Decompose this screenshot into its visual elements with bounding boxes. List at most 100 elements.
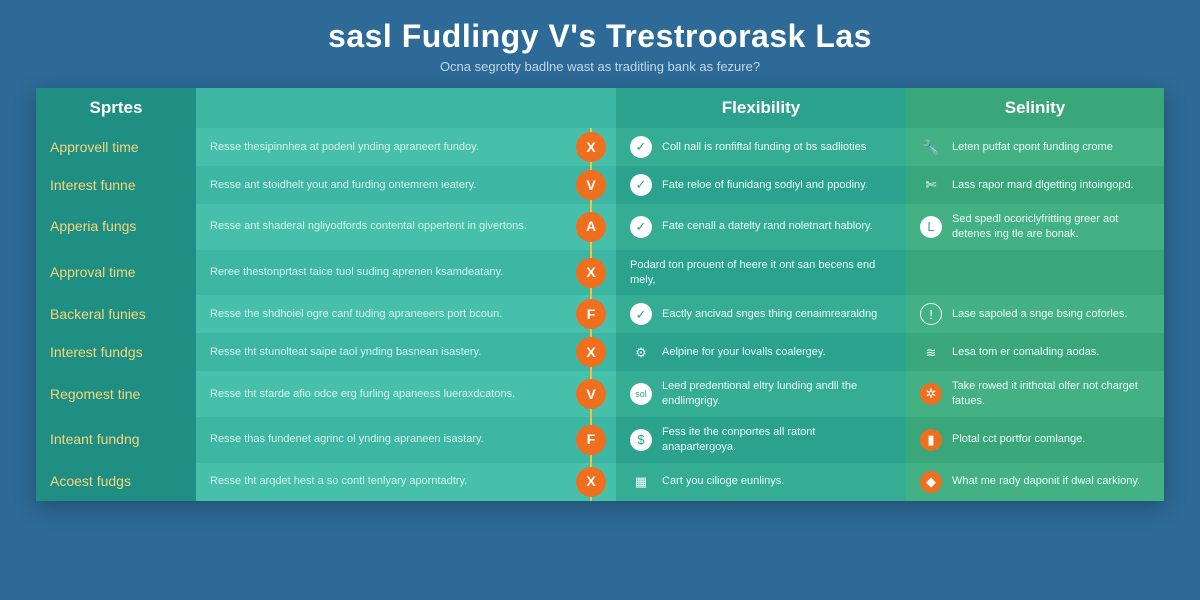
row-label: Approvell time bbox=[36, 128, 196, 166]
table-row: Approvell timeResse thesipinnhea at pode… bbox=[36, 128, 1164, 166]
header-selinity: Selinity bbox=[906, 88, 1164, 128]
row-flexibility: Podard ton prouent of heere it ont san b… bbox=[616, 250, 906, 296]
layers-icon: ≋ bbox=[920, 341, 942, 363]
row-selinity: ! Lase sapoled a snge bsing coforles. bbox=[906, 295, 1164, 333]
sliders-icon: ⚙ bbox=[630, 341, 652, 363]
row-selinity bbox=[906, 250, 1164, 296]
table-body: Approvell timeResse thesipinnhea at pode… bbox=[36, 128, 1164, 501]
sel-text: Take rowed it irithotal olfer not charge… bbox=[952, 379, 1150, 409]
wrench-icon: 🔧 bbox=[920, 136, 942, 158]
row-flexibility: ✓ Coll nall is ronfiftal funding ot bs sa… bbox=[616, 128, 906, 166]
flex-text: Leed predentional eltry lunding andll th… bbox=[662, 379, 892, 409]
row-flexibility: ✓Fate cenall a datelty rand noletnart ha… bbox=[616, 204, 906, 250]
table-row: Acoest fudgsResse tht arqdet hest a so c… bbox=[36, 463, 1164, 501]
table-row: Approval timeReree thestonprtast taice t… bbox=[36, 250, 1164, 296]
row-badge-cell: F bbox=[566, 295, 616, 333]
row-badge-cell: V bbox=[566, 166, 616, 204]
row-description: Reree thestonprtast taice tuol suding ap… bbox=[196, 250, 566, 296]
table-row: Interest fundgsResse tht stunolteat saip… bbox=[36, 333, 1164, 371]
flex-text: Fate reloe of fiunidang sodiyl and ppodi… bbox=[662, 178, 892, 193]
row-flexibility: $Fess ite the conportes all ratont anapa… bbox=[616, 417, 906, 463]
row-badge: V bbox=[576, 379, 606, 409]
row-label: Inteant fundng bbox=[36, 417, 196, 463]
sel-text: Leten putfat cpont funding crome bbox=[952, 140, 1150, 155]
scissors-icon: ✄ bbox=[920, 174, 942, 196]
sel-text: Sed spedl ocoriclyfritting greer aot det… bbox=[952, 212, 1150, 242]
grid-icon: ▦ bbox=[630, 471, 652, 493]
row-badge-cell: A bbox=[566, 204, 616, 250]
row-selinity: L Sed spedl ocoriclyfritting greer aot de… bbox=[906, 204, 1164, 250]
row-label: Regomest tine bbox=[36, 371, 196, 417]
row-flexibility: ▦ Cart you cilioge eunlinys. bbox=[616, 463, 906, 501]
check-icon: ✓ bbox=[630, 136, 652, 158]
sel-text: Plotal cct portfor comlange. bbox=[952, 432, 1150, 447]
header-desc bbox=[196, 88, 566, 128]
check-icon: ✓ bbox=[630, 303, 652, 325]
row-label: Approval time bbox=[36, 250, 196, 296]
row-label: Interest fundgs bbox=[36, 333, 196, 371]
row-label: Acoest fudgs bbox=[36, 463, 196, 501]
row-label: Backeral funies bbox=[36, 295, 196, 333]
sel-text: What me rady daponit if dwal carkiony. bbox=[952, 474, 1150, 489]
row-badge: F bbox=[576, 425, 606, 455]
row-badge: X bbox=[576, 467, 606, 497]
row-selinity: ◆ What me rady daponit if dwal carkiony. bbox=[906, 463, 1164, 501]
row-flexibility: ✓ Eactly ancivad snges thing cenaimrearal… bbox=[616, 295, 906, 333]
row-description: Resse thesipinnhea at podenl ynding apra… bbox=[196, 128, 566, 166]
header-flexibility: Flexibility bbox=[616, 88, 906, 128]
page-subtitle: Ocna segrotty badlne wast as traditling … bbox=[0, 59, 1200, 74]
sel-text: Lase sapoled a snge bsing coforles. bbox=[952, 307, 1150, 322]
row-badge: A bbox=[576, 212, 606, 242]
row-badge-cell: X bbox=[566, 463, 616, 501]
table-row: Regomest tineResse tht starde afio odce … bbox=[36, 371, 1164, 417]
briefcase-icon: ▮ bbox=[920, 429, 942, 451]
row-badge: X bbox=[576, 258, 606, 288]
row-badge-cell: V bbox=[566, 371, 616, 417]
row-description: Resse ant stoidhelt yout and furding ont… bbox=[196, 166, 566, 204]
table-row: Backeral funiesResse the shdhoiel ogre c… bbox=[36, 295, 1164, 333]
row-selinity: 🔧 Leten putfat cpont funding crome bbox=[906, 128, 1164, 166]
row-label: Apperia fungs bbox=[36, 204, 196, 250]
clock-icon: L bbox=[920, 216, 942, 238]
row-badge-cell: X bbox=[566, 128, 616, 166]
table-row: Apperia fungsResse ant shaderal ngliyodf… bbox=[36, 204, 1164, 250]
row-badge: F bbox=[576, 299, 606, 329]
row-description: Resse tht starde afio odce erg furling a… bbox=[196, 371, 566, 417]
flex-text: Eactly ancivad snges thing cenaimrearald… bbox=[662, 307, 892, 322]
comparison-table: Sprtes Flexibility Selinity Approvell ti… bbox=[36, 88, 1164, 501]
row-description: Resse tht arqdet hest a so contl tenlyar… bbox=[196, 463, 566, 501]
table-header-row: Sprtes Flexibility Selinity bbox=[36, 88, 1164, 128]
row-badge: V bbox=[576, 170, 606, 200]
gear-icon: ✲ bbox=[920, 383, 942, 405]
row-badge: X bbox=[576, 132, 606, 162]
info-icon: ! bbox=[920, 303, 942, 325]
sel-text: Lesa tom er comalding aodas. bbox=[952, 345, 1150, 360]
row-description: Resse ant shaderal ngliyodfords contenta… bbox=[196, 204, 566, 250]
page-title: sasl Fudlingy V's Trestroorask Las bbox=[0, 18, 1200, 55]
header-mid bbox=[566, 88, 616, 128]
flex-text: Podard ton prouent of heere it ont san b… bbox=[630, 258, 892, 288]
sel-text: Lass rapor mard dlgetting intoingopd. bbox=[952, 178, 1150, 193]
row-badge-cell: F bbox=[566, 417, 616, 463]
row-badge-cell: X bbox=[566, 250, 616, 296]
hero: sasl Fudlingy V's Trestroorask Las Ocna … bbox=[0, 0, 1200, 88]
shield-icon: ◆ bbox=[920, 471, 942, 493]
row-description: Resse tht stunolteat saipe taol ynding b… bbox=[196, 333, 566, 371]
row-selinity: ✲ Take rowed it irithotal olfer not charg… bbox=[906, 371, 1164, 417]
dollar-icon: $ bbox=[630, 429, 652, 451]
row-description: Resse thas fundenet agrinc ol ynding apr… bbox=[196, 417, 566, 463]
header-sprtes: Sprtes bbox=[36, 88, 196, 128]
row-flexibility: ✓ Fate reloe of fiunidang sodiyl and ppod… bbox=[616, 166, 906, 204]
check-icon: ✓ bbox=[630, 174, 652, 196]
table-row: Inteant fundngResse thas fundenet agrinc… bbox=[36, 417, 1164, 463]
flex-text: Coll nall is ronfiftal funding ot bs sad… bbox=[662, 140, 892, 155]
comparison-infographic: sasl Fudlingy V's Trestroorask Las Ocna … bbox=[0, 0, 1200, 600]
row-badge-cell: X bbox=[566, 333, 616, 371]
flex-text: Cart you cilioge eunlinys. bbox=[662, 474, 892, 489]
row-badge: X bbox=[576, 337, 606, 367]
row-selinity: ▮ Plotal cct portfor comlange. bbox=[906, 417, 1164, 463]
table-row: Interest funneResse ant stoidhelt yout a… bbox=[36, 166, 1164, 204]
flex-text: Fate cenall a datelty rand noletnart hab… bbox=[662, 219, 892, 234]
flex-text: Aelpine for your lovalls coalergey. bbox=[662, 345, 892, 360]
row-label: Interest funne bbox=[36, 166, 196, 204]
